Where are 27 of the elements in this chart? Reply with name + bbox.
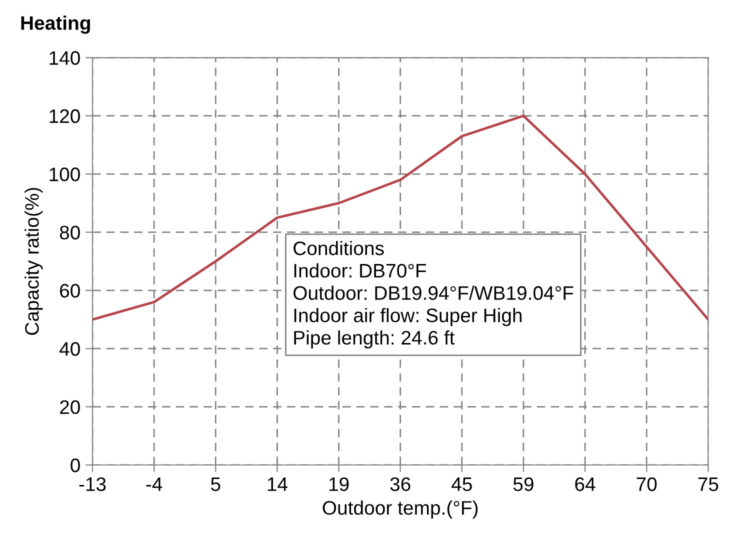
y-tick-label: 0 [70, 458, 80, 472]
annotation: Indoor air flow: Super High [294, 308, 522, 326]
x-tick-label: -13 [79, 477, 106, 492]
x-tick-label: 19 [329, 477, 349, 492]
y-tick-label: 140 [50, 51, 80, 65]
x-tick-label: 75 [698, 478, 718, 492]
x-tick-label: 64 [575, 477, 596, 492]
x-tick-label: 5 [211, 478, 220, 492]
annotation: Indoor: DB70°F [294, 263, 426, 278]
chart-title: Heating [21, 16, 90, 34]
y-tick-label: 80 [60, 226, 80, 240]
x-axis-title: Outdoor temp.(°F) [322, 500, 478, 519]
y-tick-label: 40 [60, 342, 80, 356]
annotation: Pipe length: 24.6 ft [294, 330, 455, 348]
x-tick-label: -4 [146, 478, 162, 491]
y-tick-label: 100 [50, 168, 80, 182]
y-tick-label: 120 [50, 109, 80, 124]
x-tick-label: 70 [636, 477, 657, 492]
y-tick-label: 60 [60, 284, 80, 298]
x-tick-label: 45 [452, 478, 472, 492]
annotation: Conditions [294, 240, 384, 256]
y-axis-title: Capacity ratio(%) [24, 188, 43, 335]
x-tick-label: 36 [390, 477, 410, 492]
y-tick-label: 20 [60, 400, 80, 414]
x-tick-label: 59 [513, 477, 534, 492]
annotation: Outdoor: DB19.94°F/WB19.04°F [294, 286, 574, 300]
x-tick-label: 14 [268, 478, 288, 491]
